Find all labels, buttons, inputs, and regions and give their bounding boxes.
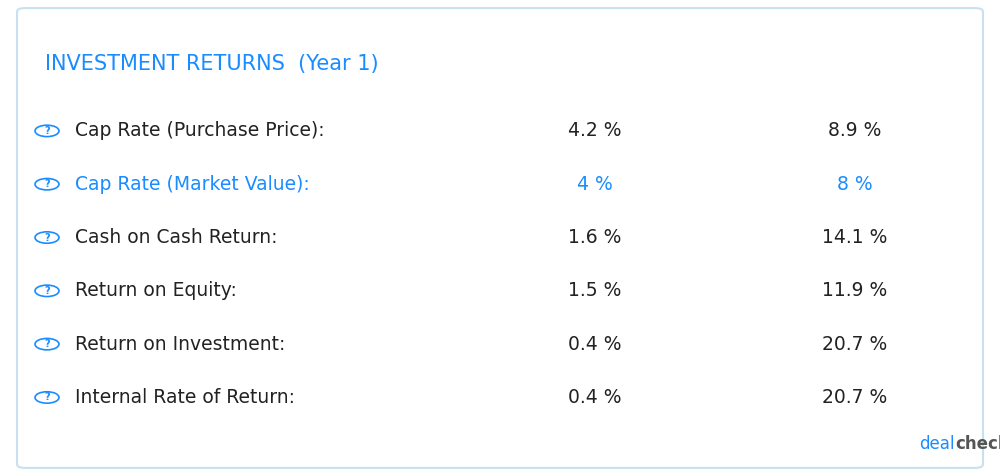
Text: Return on Equity:: Return on Equity: — [75, 281, 237, 300]
Text: 4 %: 4 % — [577, 175, 613, 194]
Text: Cap Rate (Market Value):: Cap Rate (Market Value): — [75, 175, 310, 194]
Text: 8.9 %: 8.9 % — [828, 121, 882, 140]
Text: Return on Investment:: Return on Investment: — [75, 335, 285, 354]
Text: 4.2 %: 4.2 % — [568, 121, 622, 140]
Text: 0.4 %: 0.4 % — [568, 388, 622, 407]
Text: 1.6 %: 1.6 % — [568, 228, 622, 247]
Text: 8 %: 8 % — [837, 175, 873, 194]
Text: 20.7 %: 20.7 % — [822, 335, 888, 354]
Text: 0.4 %: 0.4 % — [568, 335, 622, 354]
Text: ?: ? — [44, 179, 50, 189]
Text: ?: ? — [44, 339, 50, 349]
Text: 11.9 %: 11.9 % — [822, 281, 888, 300]
Text: Cap Rate (Purchase Price):: Cap Rate (Purchase Price): — [75, 121, 325, 140]
Text: Cash on Cash Return:: Cash on Cash Return: — [75, 228, 278, 247]
Text: Internal Rate of Return:: Internal Rate of Return: — [75, 388, 295, 407]
Text: 14.1 %: 14.1 % — [822, 228, 888, 247]
Text: ?: ? — [44, 232, 50, 243]
Text: ?: ? — [44, 392, 50, 403]
Text: check: check — [955, 435, 1000, 453]
Text: INVESTMENT RETURNS  (Year 1): INVESTMENT RETURNS (Year 1) — [45, 54, 379, 74]
Text: deal: deal — [920, 435, 955, 453]
Text: ?: ? — [44, 126, 50, 136]
Text: 1.5 %: 1.5 % — [568, 281, 622, 300]
Text: ?: ? — [44, 286, 50, 296]
Text: 20.7 %: 20.7 % — [822, 388, 888, 407]
FancyBboxPatch shape — [17, 8, 983, 468]
